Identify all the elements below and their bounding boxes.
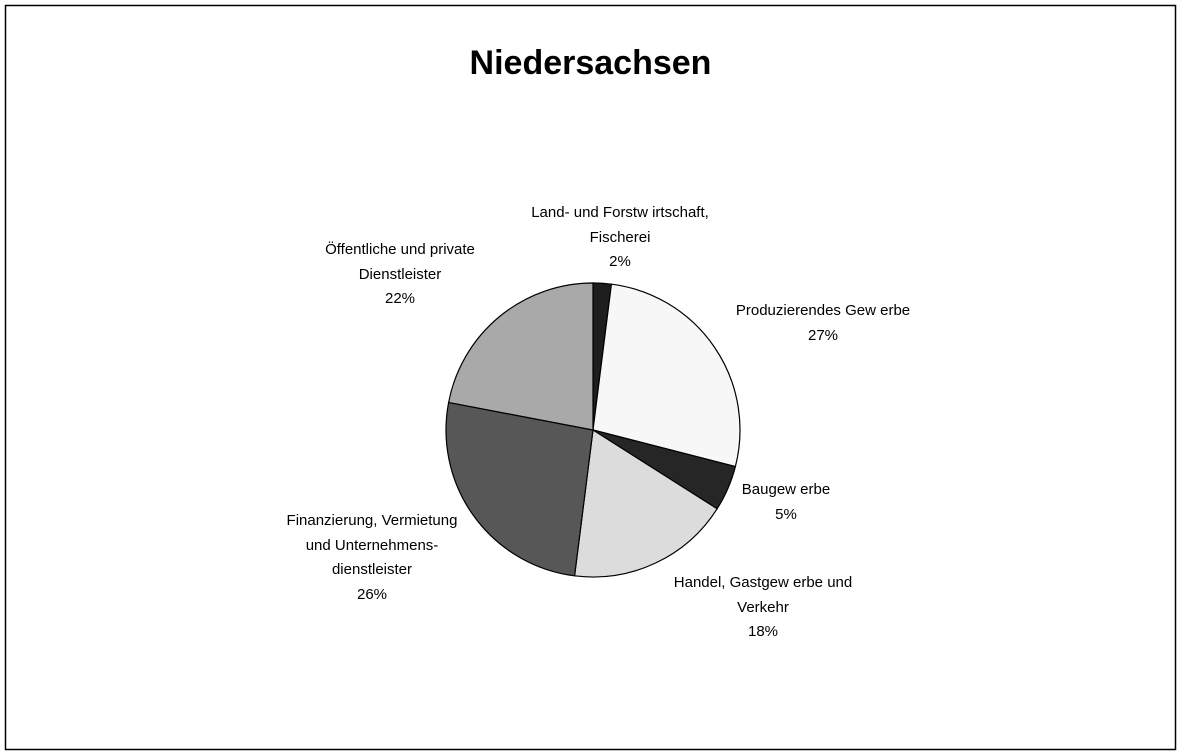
pie-slice [445,401,594,577]
pie-slice [447,282,594,431]
value-label: 27% [807,326,839,344]
category-label: Öffentliche und private Dienstleister [325,241,475,283]
category-label: Handel, Gastgew erbe und Verkehr [673,574,853,616]
pie [445,282,741,578]
category-label: Land- und Forstw irtschaft, Fischerei [531,204,709,246]
value-label: 22% [384,290,416,307]
category-label: Baugew erbe [741,481,831,498]
value-label: 5% [775,505,797,523]
slice-label: Öffentliche und private Dienstleister 22% [325,238,475,312]
slice-label: Finanzierung, Vermietung und Unternehmen… [287,509,458,607]
value-label: 26% [356,585,388,603]
slice-label: Land- und Forstw irtschaft, Fischerei 2% [531,201,709,275]
pie-slice [573,428,718,578]
value-label: 2% [609,253,631,270]
chart-title: Niedersachsen [469,44,712,82]
category-label: Finanzierung, Vermietung und Unternehmen… [286,512,458,578]
slice-label: Produzierendes Gew erbe 27% [736,299,910,348]
slice-label: Handel, Gastgew erbe und Verkehr 18% [674,571,852,645]
value-label: 18% [747,623,779,640]
slice-label: Baugew erbe 5% [742,478,830,527]
pie-slice [592,283,741,468]
category-label: Produzierendes Gew erbe [735,302,911,319]
